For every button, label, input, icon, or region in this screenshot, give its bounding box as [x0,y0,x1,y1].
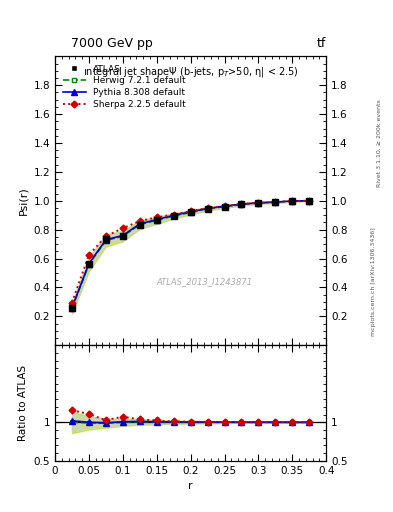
Text: tf: tf [317,37,326,50]
Text: Integral jet shapeΨ (b-jets, p$_T$>50, η| < 2.5): Integral jet shapeΨ (b-jets, p$_T$>50, η… [83,65,299,79]
Y-axis label: Psi(r): Psi(r) [18,186,28,215]
Text: mcplots.cern.ch [arXiv:1306.3436]: mcplots.cern.ch [arXiv:1306.3436] [371,227,376,336]
Text: Rivet 3.1.10, ≥ 200k events: Rivet 3.1.10, ≥ 200k events [377,99,382,187]
X-axis label: r: r [188,481,193,491]
Text: ATLAS_2013_I1243871: ATLAS_2013_I1243871 [156,277,252,286]
Text: 7000 GeV pp: 7000 GeV pp [71,37,152,50]
Legend: ATLAS, Herwig 7.2.1 default, Pythia 8.308 default, Sherpa 2.2.5 default: ATLAS, Herwig 7.2.1 default, Pythia 8.30… [59,61,189,113]
Y-axis label: Ratio to ATLAS: Ratio to ATLAS [18,365,28,441]
